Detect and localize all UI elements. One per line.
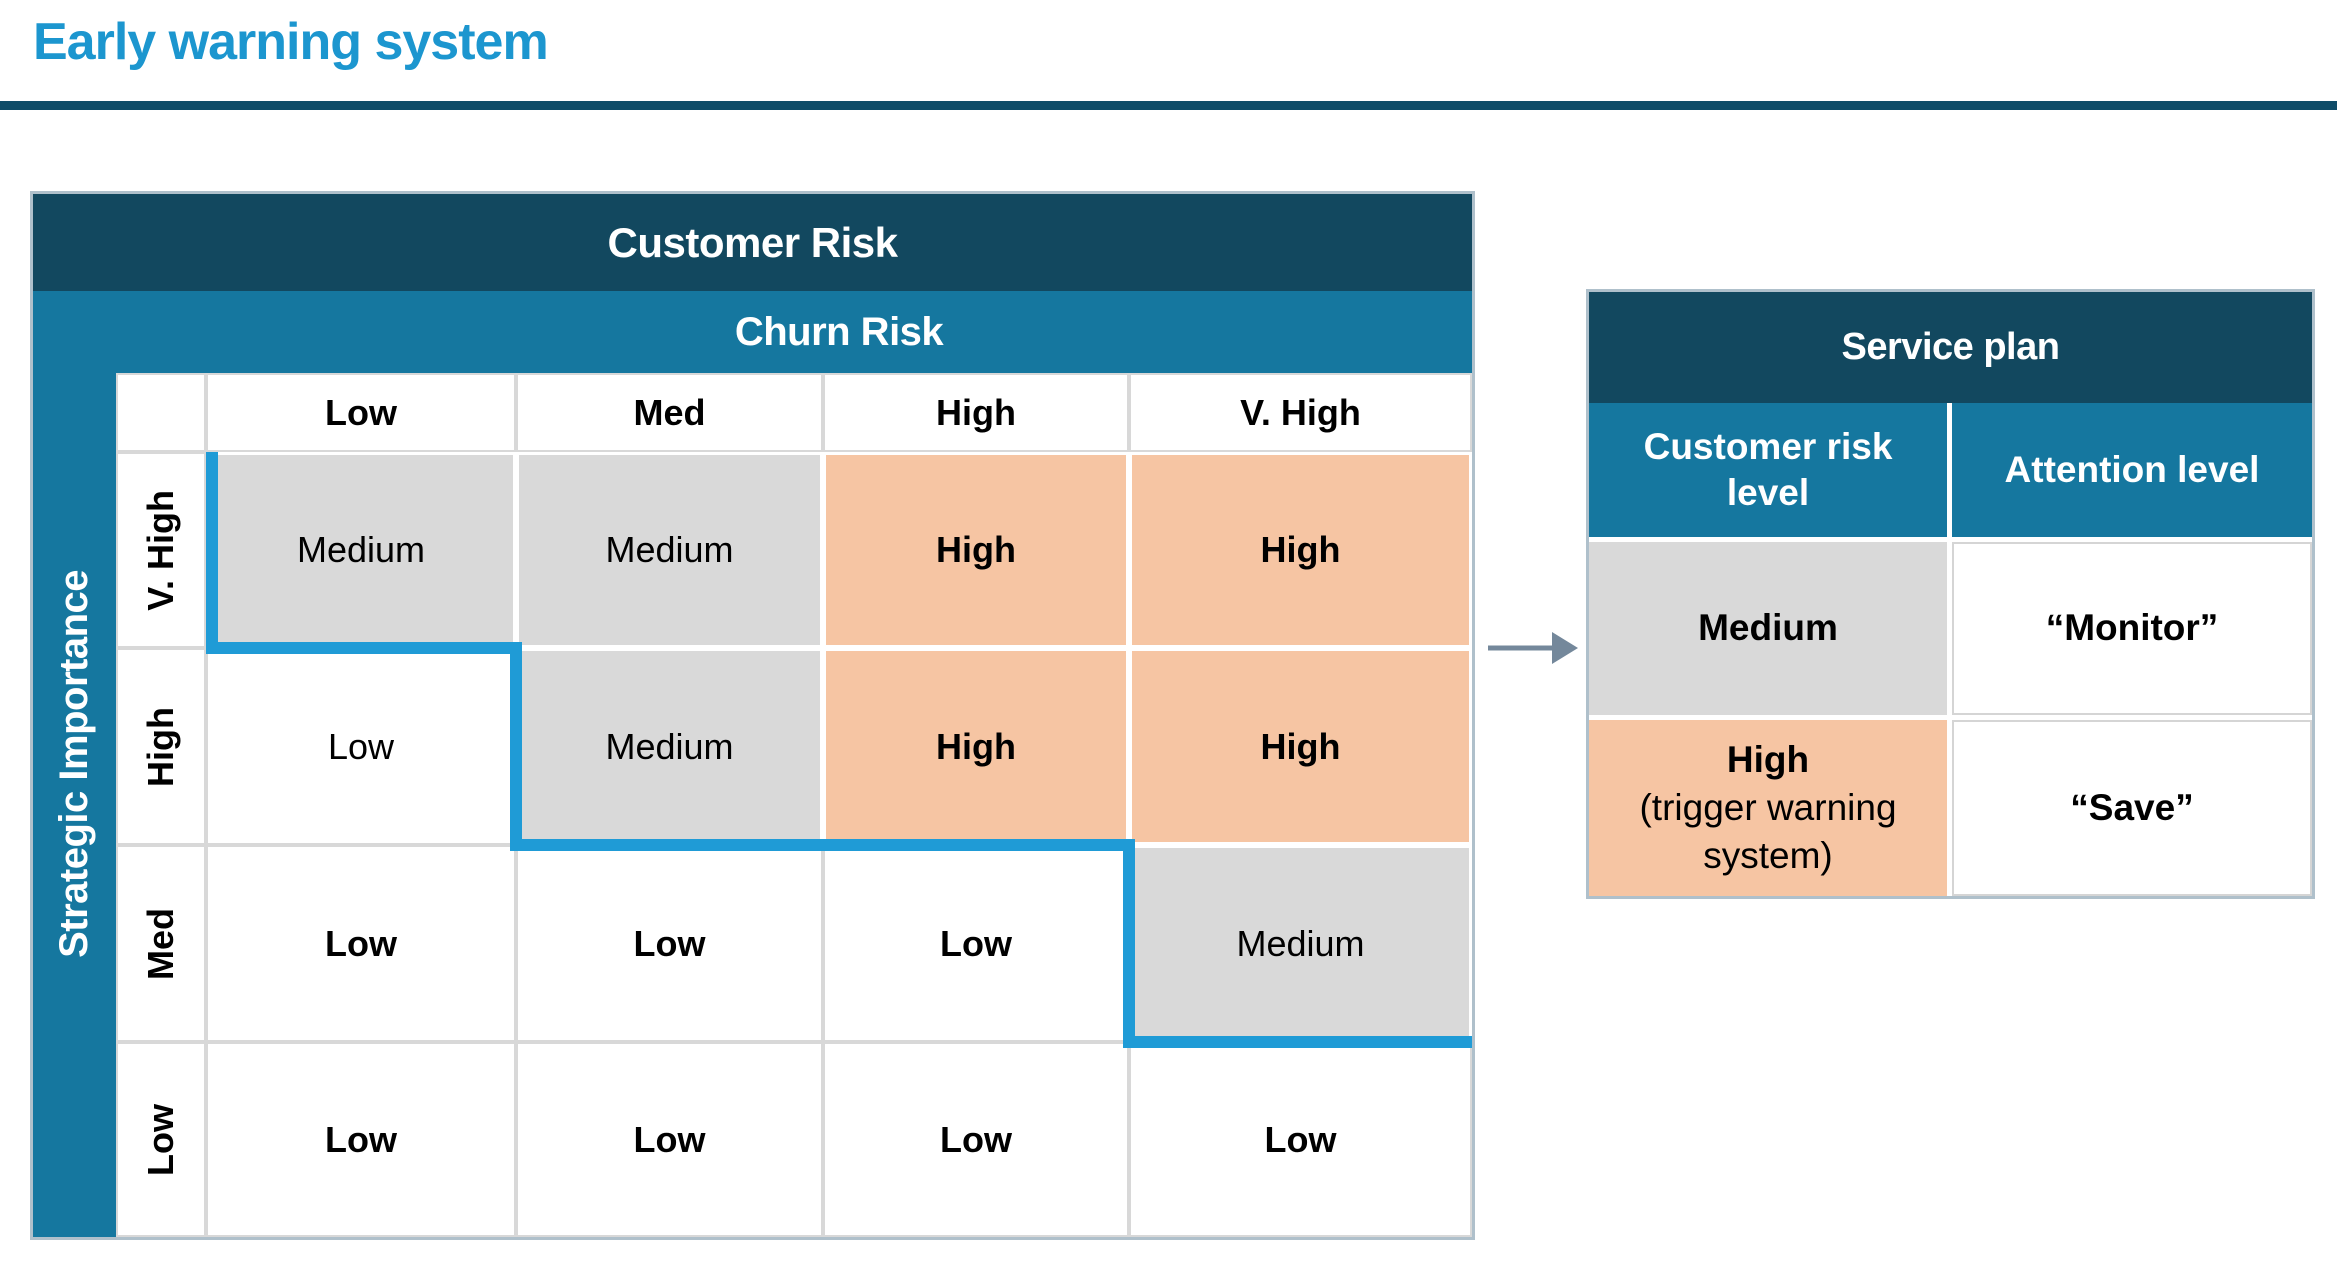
service-risk-high-label: High bbox=[1726, 738, 1810, 780]
matrix-cell: Low bbox=[823, 845, 1129, 1042]
service-risk-medium: Medium bbox=[1589, 542, 1947, 715]
service-plan-table: Service plan Customer risk level Attenti… bbox=[1586, 289, 2315, 899]
page-title: Early warning system bbox=[33, 13, 549, 71]
row-header-low: Low bbox=[116, 1042, 206, 1237]
matrix-cell: High bbox=[823, 648, 1129, 845]
matrix-right: Churn Risk Low Med High V. High V. High … bbox=[116, 291, 1472, 1237]
matrix-body: Strategic Importance Churn Risk Low Med … bbox=[33, 291, 1472, 1237]
matrix-cell: Low bbox=[1129, 1042, 1472, 1237]
service-col-header-risk: Customer risk level bbox=[1589, 403, 1947, 537]
matrix-title: Customer Risk bbox=[33, 194, 1472, 291]
service-plan-grid: Customer risk level Attention level Medi… bbox=[1589, 403, 2312, 896]
service-risk-high: High (trigger warning system) bbox=[1589, 720, 1947, 896]
title-divider-rule bbox=[0, 101, 2337, 110]
row-group-label: Strategic Importance bbox=[52, 570, 96, 958]
matrix-cell: Low bbox=[823, 1042, 1129, 1237]
matrix-cell: Low bbox=[206, 648, 516, 845]
matrix-cell: Medium bbox=[516, 648, 823, 845]
matrix-cell: Low bbox=[206, 845, 516, 1042]
service-attention-monitor: “Monitor” bbox=[1952, 542, 2312, 715]
service-attention-save: “Save” bbox=[1952, 720, 2312, 896]
matrix-grid: Low Med High V. High V. High Medium Medi… bbox=[116, 373, 1472, 1237]
col-header-med: Med bbox=[516, 373, 823, 452]
service-risk-high-note: (trigger warning system) bbox=[1639, 786, 1897, 877]
matrix-cell: Medium bbox=[206, 452, 516, 648]
matrix-cell: Medium bbox=[516, 452, 823, 648]
row-header-med: Med bbox=[116, 845, 206, 1042]
matrix-cell: Low bbox=[516, 1042, 823, 1237]
matrix-cell: Low bbox=[516, 845, 823, 1042]
customer-risk-matrix: Customer Risk Strategic Importance Churn… bbox=[30, 191, 1475, 1240]
row-header-high: High bbox=[116, 648, 206, 845]
matrix-cell: Medium bbox=[1129, 845, 1472, 1042]
strategic-importance-axis: Strategic Importance bbox=[33, 291, 116, 1237]
matrix-cell: High bbox=[1129, 648, 1472, 845]
matrix-cell: High bbox=[1129, 452, 1472, 648]
matrix-cell: High bbox=[823, 452, 1129, 648]
col-group-label: Churn Risk bbox=[116, 291, 1472, 373]
col-header-high: High bbox=[823, 373, 1129, 452]
service-plan-title: Service plan bbox=[1589, 292, 2312, 403]
matrix-cell: Low bbox=[206, 1042, 516, 1237]
col-header-low: Low bbox=[206, 373, 516, 452]
right-arrow-icon bbox=[1488, 632, 1578, 664]
row-header-vhigh: V. High bbox=[116, 452, 206, 648]
matrix-corner-cell bbox=[116, 373, 206, 452]
col-header-vhigh: V. High bbox=[1129, 373, 1472, 452]
service-col-header-attention: Attention level bbox=[1952, 403, 2312, 537]
